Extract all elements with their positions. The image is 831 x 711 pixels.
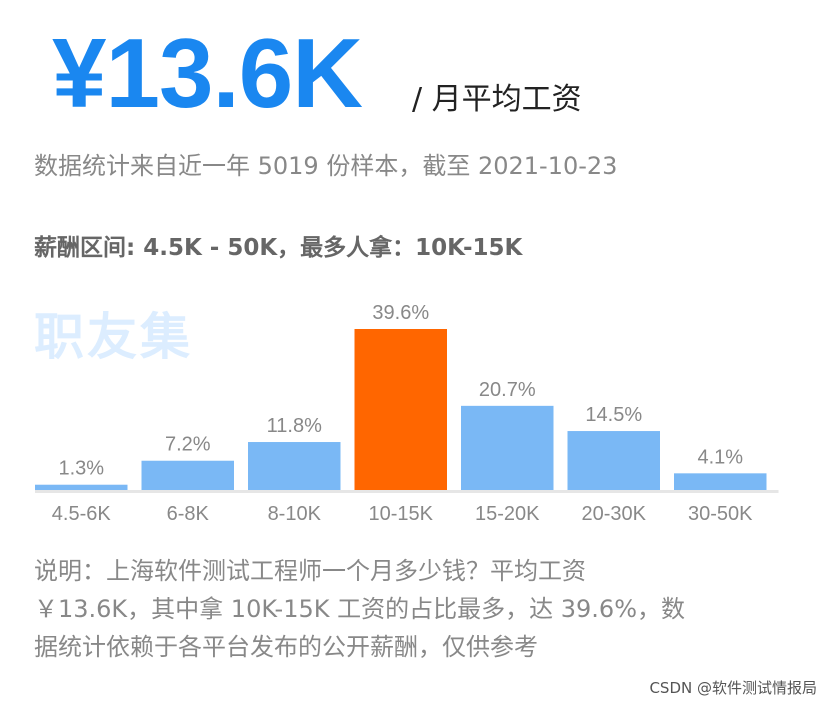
average-salary-value: ¥13.6K: [52, 18, 363, 128]
watermark-logo: 职友集: [34, 308, 193, 366]
note-line: ￥13.6K，其中拿 10K-15K 工资的占比最多，达 39.6%，数: [34, 595, 685, 623]
sample-stats-text: 数据统计来自近一年 5019 份样本，截至 2021-10-23: [34, 152, 618, 180]
note-line: 据统计依赖于各平台发布的公开薪酬，仅供参考: [34, 633, 538, 661]
category-label: 6-8K: [167, 503, 210, 525]
source-credit: CSDN @软件测试情报局: [649, 679, 817, 697]
bar-10-15K: [354, 329, 447, 490]
value-label: 4.1%: [697, 446, 743, 468]
bar-30-50K: [674, 473, 767, 490]
category-label: 30-50K: [688, 503, 753, 525]
value-label: 20.7%: [479, 379, 536, 401]
bar-20-30K: [567, 431, 660, 490]
category-label: 4.5-6K: [52, 503, 112, 525]
bar-8-10K: [248, 442, 341, 490]
salary-distribution-chart: 1.3% 4.5-6K 7.2% 6-8K 11.8% 8-10K 39.6% 10-15K 2…: [35, 302, 779, 525]
description-note: 说明：上海软件测试工程师一个月多少钱？平均工资 ￥13.6K，其中拿 10K-1…: [34, 552, 794, 666]
bar-6-8K: [141, 460, 234, 490]
category-label: 20-30K: [582, 503, 647, 525]
bar-15-20K: [461, 405, 554, 490]
category-label: 10-15K: [369, 503, 434, 525]
average-salary-unit: / 月平均工资: [412, 82, 582, 117]
value-label: 11.8%: [267, 415, 322, 437]
chart-baseline: [35, 490, 779, 493]
category-label: 15-20K: [475, 503, 540, 525]
bar-4.5-6K: [35, 484, 128, 490]
salary-range-text: 薪酬区间: 4.5K - 50K，最多人拿：10K-15K: [34, 235, 523, 261]
value-label: 14.5%: [585, 404, 642, 426]
value-label: 1.3%: [58, 458, 104, 480]
category-label: 8-10K: [268, 503, 322, 525]
value-label: 39.6%: [372, 302, 429, 324]
value-label: 7.2%: [165, 434, 211, 456]
note-line: 说明：上海软件测试工程师一个月多少钱？平均工资: [34, 557, 586, 585]
